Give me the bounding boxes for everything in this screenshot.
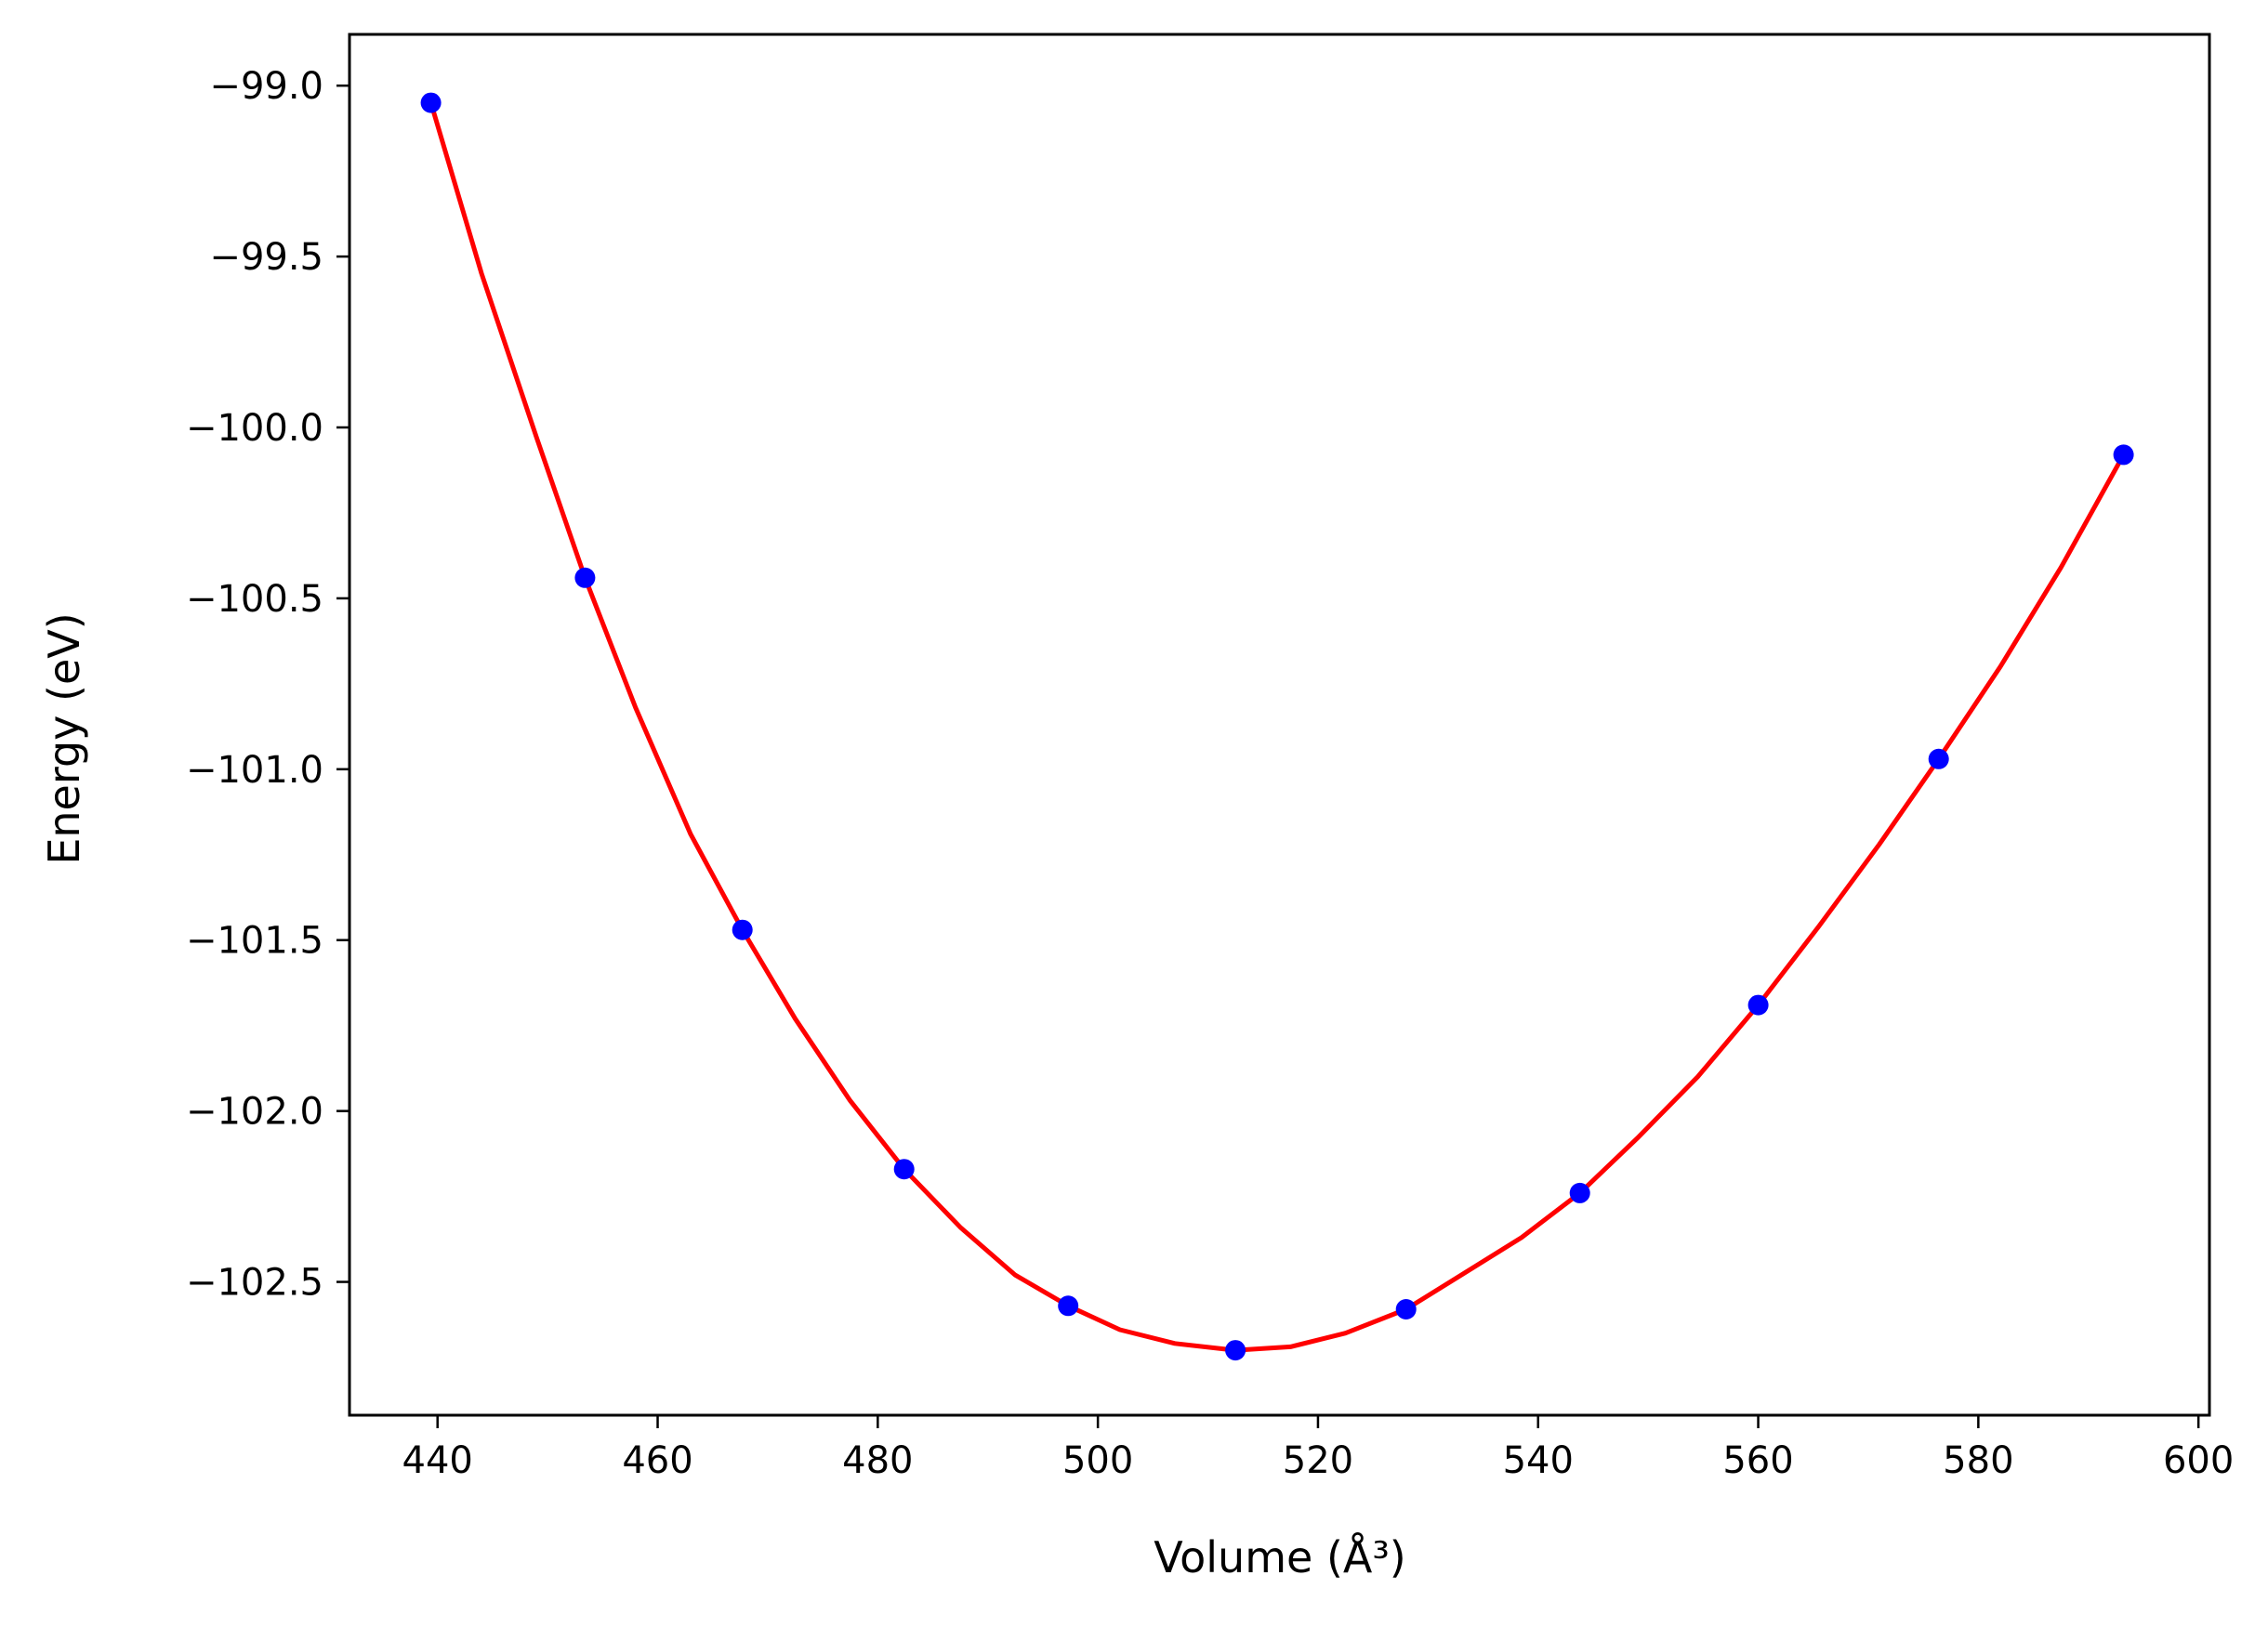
x-tick-label: 460 — [622, 1439, 692, 1482]
x-tick-label: 580 — [1943, 1439, 2013, 1482]
data-point — [1747, 994, 1769, 1016]
y-tick-label: −102.5 — [186, 1262, 323, 1305]
data-point — [1395, 1299, 1417, 1319]
data-point — [732, 919, 753, 940]
y-tick-label: −99.0 — [209, 65, 323, 108]
data-point — [1225, 1340, 1246, 1361]
x-axis-ticks: 440 460 480 500 520 540 560 580 600 — [402, 1415, 2234, 1482]
x-tick-label: 520 — [1283, 1439, 1353, 1482]
x-tick-label: 540 — [1503, 1439, 1574, 1482]
data-point — [420, 92, 442, 113]
data-point — [574, 567, 596, 588]
x-tick-label: 560 — [1722, 1439, 1793, 1482]
data-point — [1928, 748, 1949, 769]
y-tick-label: −100.5 — [186, 578, 323, 621]
y-tick-label: −101.0 — [186, 749, 323, 792]
x-axis-label: Volume (Å³) — [1154, 1532, 1406, 1582]
x-tick-label: 500 — [1062, 1439, 1133, 1482]
y-axis-ticks: −99.0 −99.5 −100.0 −100.5 −101.0 −101.5 −102.0… — [186, 65, 349, 1305]
plot-area — [420, 92, 2134, 1361]
data-point — [1058, 1295, 1079, 1317]
y-tick-label: −100.0 — [186, 407, 323, 450]
plot-frame — [348, 33, 2211, 1417]
x-tick-label: 480 — [842, 1439, 913, 1482]
data-point — [1569, 1182, 1590, 1203]
y-tick-label: −101.5 — [186, 920, 323, 963]
x-tick-label: 440 — [402, 1439, 473, 1482]
y-tick-label: −99.5 — [209, 236, 323, 279]
data-point — [2113, 444, 2134, 466]
y-axis-label: Energy (eV) — [39, 612, 89, 864]
data-point — [893, 1159, 915, 1180]
y-tick-label: −102.0 — [186, 1091, 323, 1134]
x-tick-label: 600 — [2163, 1439, 2234, 1482]
